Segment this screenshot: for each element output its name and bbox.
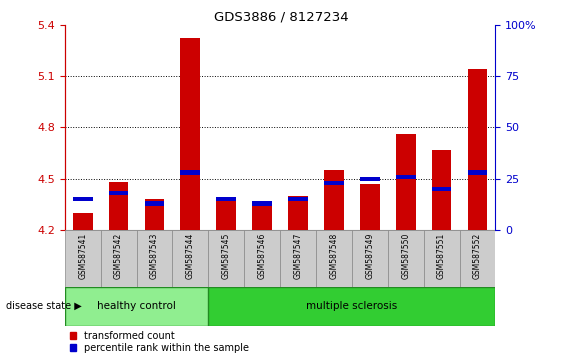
Bar: [244, 230, 280, 287]
Text: multiple sclerosis: multiple sclerosis: [306, 301, 397, 311]
Text: GSM587546: GSM587546: [258, 232, 267, 279]
Bar: [208, 287, 495, 326]
Bar: [145, 201, 164, 206]
Bar: [73, 197, 92, 201]
Legend: transformed count, percentile rank within the sample: transformed count, percentile rank withi…: [70, 331, 249, 353]
Bar: [101, 230, 137, 287]
Text: GSM587545: GSM587545: [222, 232, 231, 279]
Bar: [288, 197, 308, 201]
Bar: [316, 230, 352, 287]
Bar: [172, 230, 208, 287]
Bar: [65, 287, 208, 326]
Text: GSM587543: GSM587543: [150, 232, 159, 279]
Bar: [109, 182, 128, 230]
Bar: [181, 171, 200, 175]
Text: GSM587547: GSM587547: [293, 232, 302, 279]
Text: GDS3886 / 8127234: GDS3886 / 8127234: [214, 11, 349, 24]
Bar: [280, 230, 316, 287]
Bar: [432, 187, 452, 191]
Bar: [459, 230, 495, 287]
Bar: [109, 191, 128, 195]
Bar: [73, 213, 92, 230]
Text: GSM587552: GSM587552: [473, 233, 482, 279]
Text: GSM587542: GSM587542: [114, 233, 123, 279]
Bar: [388, 230, 424, 287]
Text: GSM587550: GSM587550: [401, 232, 410, 279]
Text: disease state ▶: disease state ▶: [6, 301, 82, 311]
Bar: [252, 201, 272, 206]
Bar: [216, 199, 236, 230]
Text: healthy control: healthy control: [97, 301, 176, 311]
Text: GSM587541: GSM587541: [78, 233, 87, 279]
Text: GSM587548: GSM587548: [329, 233, 338, 279]
Bar: [424, 230, 459, 287]
Bar: [468, 69, 488, 230]
Text: GSM587551: GSM587551: [437, 233, 446, 279]
Text: GSM587544: GSM587544: [186, 232, 195, 279]
Text: GSM587549: GSM587549: [365, 232, 374, 279]
Bar: [208, 230, 244, 287]
Bar: [396, 175, 415, 179]
Bar: [137, 230, 172, 287]
Bar: [360, 184, 379, 230]
Bar: [324, 181, 344, 185]
Bar: [65, 230, 101, 287]
Bar: [216, 197, 236, 201]
Bar: [432, 150, 452, 230]
Bar: [468, 171, 488, 175]
Bar: [252, 201, 272, 230]
Bar: [181, 39, 200, 230]
Bar: [352, 230, 388, 287]
Bar: [145, 199, 164, 230]
Bar: [396, 134, 415, 230]
Bar: [324, 170, 344, 230]
Bar: [360, 177, 379, 181]
Bar: [288, 196, 308, 230]
